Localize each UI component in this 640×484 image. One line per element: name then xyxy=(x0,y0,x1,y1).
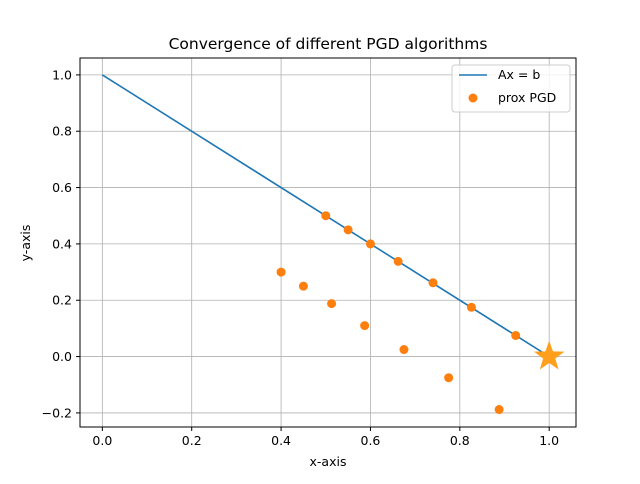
x-tick-label: 0.0 xyxy=(92,433,112,448)
plot-area xyxy=(79,57,577,428)
scatter-point xyxy=(298,281,308,291)
grid-lines xyxy=(80,58,576,427)
x-axis-label: x-axis xyxy=(310,454,347,469)
y-tick-label: 1.0 xyxy=(52,67,72,82)
y-tick-label: 0.4 xyxy=(52,236,72,251)
legend-box xyxy=(451,64,571,113)
scatter-point xyxy=(365,239,375,249)
legend-scatter-swatch xyxy=(468,93,478,103)
series-layer xyxy=(101,74,565,415)
scatter-point xyxy=(428,278,438,288)
y-tick-label: 0.8 xyxy=(52,124,72,139)
x-tick-label: 1.0 xyxy=(539,433,559,448)
scatter-point xyxy=(327,299,337,309)
scatter-point xyxy=(466,302,476,312)
legend: Ax = b prox PGD xyxy=(451,64,571,113)
scatter-point xyxy=(360,321,370,331)
x-tick-label: 0.8 xyxy=(450,433,470,448)
y-tick-label: 0.6 xyxy=(52,180,72,195)
x-tick-label: 0.6 xyxy=(361,433,381,448)
scatter-point xyxy=(399,345,409,355)
y-axis: −0.2 0.0 0.2 0.4 0.6 0.8 1.0 xyxy=(42,67,80,420)
legend-label-scatter: prox PGD xyxy=(498,90,556,105)
y-tick-label: 0.2 xyxy=(52,293,72,308)
y-tick-label: 0.0 xyxy=(52,349,72,364)
scatter-point xyxy=(444,373,454,383)
scatter-point xyxy=(511,330,521,340)
scatter-point xyxy=(321,211,331,221)
scatter-point xyxy=(393,256,403,266)
star-marker xyxy=(533,340,565,370)
chart-title: Convergence of different PGD algorithms xyxy=(169,35,488,53)
x-tick-label: 0.2 xyxy=(182,433,202,448)
x-tick-label: 0.4 xyxy=(271,433,291,448)
scatter-point xyxy=(494,405,504,415)
x-axis: 0.0 0.2 0.4 0.6 0.8 1.0 xyxy=(92,427,559,448)
scatter-point xyxy=(276,267,286,277)
scatter-point xyxy=(343,225,353,235)
plot-background xyxy=(80,58,576,427)
plot-frame xyxy=(79,57,577,428)
y-axis-label: y-axis xyxy=(18,225,33,262)
y-tick-label: −0.2 xyxy=(42,405,72,420)
legend-label-line: Ax = b xyxy=(498,67,540,82)
